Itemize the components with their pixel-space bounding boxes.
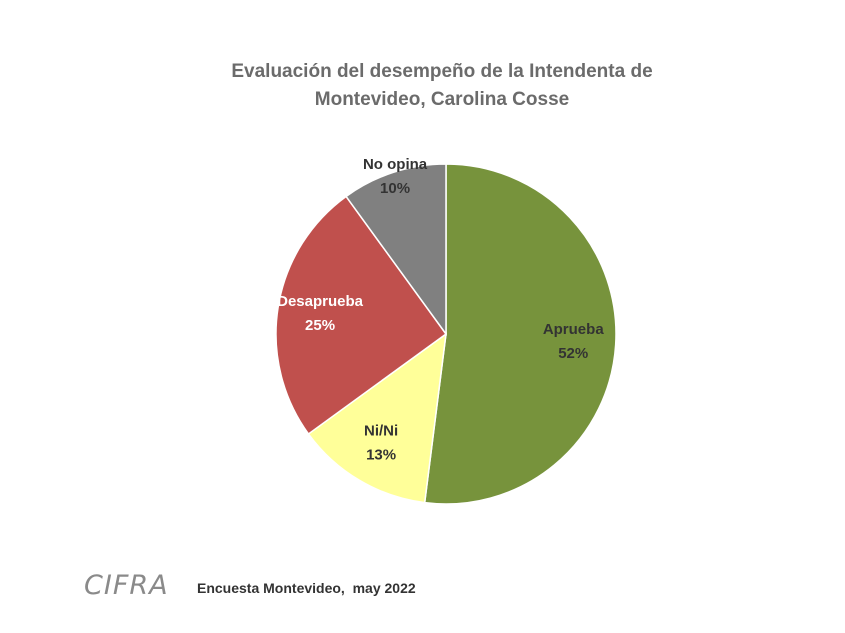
chart-title: Evaluación del desempeño de la Intendent…: [231, 61, 653, 110]
slice-value-label: 52%: [558, 345, 588, 362]
slice-value-label: 13%: [366, 447, 396, 464]
logo: CIFRA: [84, 570, 169, 601]
slice-label: Ni/Ni: [364, 423, 398, 440]
slice-label: Desaprueba: [277, 293, 364, 310]
slice-label: Aprueba: [543, 321, 605, 338]
pie-slice: [423, 163, 617, 505]
slice-value-label: 25%: [305, 317, 335, 334]
slice-label: No opina: [363, 156, 428, 173]
pie-slice: [307, 332, 447, 504]
pie-slice: [345, 163, 447, 337]
pie-slice: [275, 195, 448, 435]
slice-value-label: 10%: [380, 180, 410, 197]
source-note: Encuesta Montevideo, may 2022: [197, 580, 416, 596]
